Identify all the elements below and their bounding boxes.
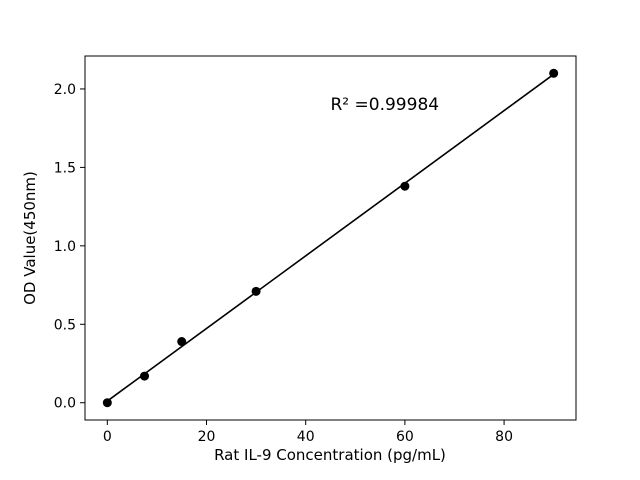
- y-tick-label: 2.0: [54, 82, 76, 98]
- x-tick-label: 20: [198, 429, 216, 445]
- x-axis-label: Rat IL-9 Concentration (pg/mL): [214, 446, 446, 464]
- data-point: [177, 337, 187, 347]
- data-point: [140, 371, 150, 381]
- data-point: [102, 398, 112, 408]
- data-point: [251, 286, 261, 296]
- plot-border: [84, 55, 577, 421]
- y-axis-label: OD Value(450nm): [21, 171, 39, 305]
- y-tick-label: 0.0: [54, 396, 76, 412]
- y-tick-label: 1.0: [54, 239, 76, 255]
- y-tick-label: 0.5: [54, 317, 76, 333]
- r-squared-annotation: R² =0.99984: [330, 94, 440, 115]
- x-tick-label: 60: [396, 429, 414, 445]
- data-point: [549, 68, 559, 78]
- x-tick-label: 80: [495, 429, 513, 445]
- fit-line: [106, 73, 555, 402]
- y-tick-label: 1.5: [54, 160, 76, 176]
- x-tick-label: 40: [297, 429, 315, 445]
- data-point: [400, 181, 410, 191]
- x-tick-label: 0: [103, 429, 112, 445]
